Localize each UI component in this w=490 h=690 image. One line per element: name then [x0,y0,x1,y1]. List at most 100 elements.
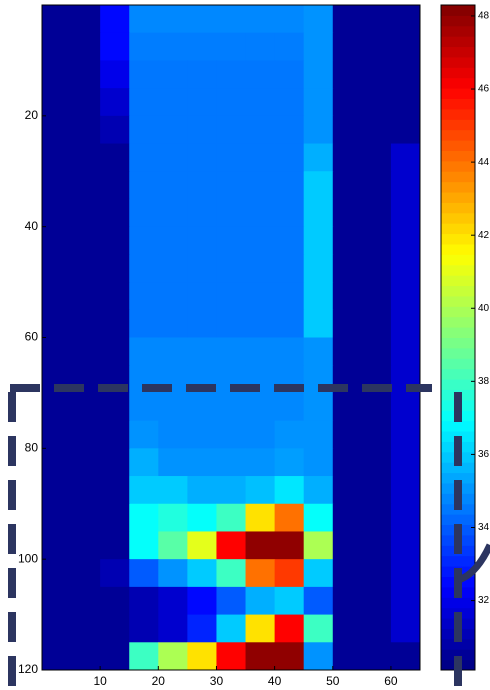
heatmap-cell [216,392,247,422]
heatmap-cell [100,198,130,228]
heatmap-cell [245,531,276,560]
heatmap-cell [100,282,130,311]
heatmap-cell [187,115,217,145]
heatmap-cell [42,5,72,34]
heatmap-cell [100,420,130,449]
heatmap-cell [274,282,305,311]
heatmap-cell [245,337,276,366]
heatmap-cell [71,614,101,643]
heatmap-cell [303,5,334,34]
heatmap-cell [390,642,421,671]
heatmap-cell [274,32,305,61]
heatmap-cell [187,32,217,61]
heatmap [42,5,421,671]
colorbar-swatch [441,472,475,484]
heatmap-cell [361,559,392,588]
heatmap-cell [361,171,392,200]
heatmap-cell [129,115,159,145]
y-tick-label: 80 [25,441,39,455]
heatmap-cell [129,642,159,671]
heatmap-cell [390,420,421,449]
heatmap-cell [187,226,217,255]
heatmap-cell [216,226,247,255]
heatmap-cell [361,392,392,422]
heatmap-cell [245,559,276,588]
heatmap-cell [332,88,363,117]
colorbar-swatch [441,36,475,48]
heatmap-cell [245,32,276,61]
heatmap-cell [361,614,392,643]
heatmap-cell [129,559,159,588]
heatmap-cell [361,254,392,283]
heatmap-cell [100,586,130,616]
heatmap-cell [129,337,159,366]
y-tick-label: 40 [25,219,39,233]
colorbar-swatch [441,67,475,79]
heatmap-cell [274,226,305,255]
heatmap-cell [390,448,421,477]
heatmap-cell [100,60,130,89]
heatmap-cell [303,448,334,477]
heatmap-cell [390,143,421,172]
x-tick-label: 40 [268,674,282,688]
heatmap-cell [303,88,334,117]
x-tick-label: 60 [384,674,398,688]
colorbar-swatch [441,140,475,151]
heatmap-cell [129,476,159,505]
heatmap-cell [100,5,130,34]
heatmap-cell [158,5,188,34]
heatmap-cell [100,614,130,643]
heatmap-cell [303,171,334,200]
heatmap-cell [245,60,276,89]
heatmap-cell [361,5,392,34]
heatmap-cell [187,420,217,449]
heatmap-cell [71,198,101,228]
heatmap-cell [332,392,363,422]
colorbar-swatch [441,77,475,89]
colorbar-swatch [441,150,475,162]
annotation-overlay [8,384,490,690]
heatmap-cell [71,586,101,616]
heatmap-cell [390,115,421,145]
heatmap-cell [71,115,101,145]
heatmap-cell [245,392,276,422]
heatmap-cell [216,531,247,560]
heatmap-cell [129,198,159,228]
heatmap-cell [390,226,421,255]
y-tick-label: 120 [18,662,38,676]
heatmap-cell [390,531,421,560]
heatmap-cell [390,392,421,422]
heatmap-cell [216,614,247,643]
heatmap-cell [390,198,421,228]
colorbar-swatch [441,192,475,203]
heatmap-cell [361,309,392,338]
heatmap-cell [361,115,392,145]
heatmap-cell [303,586,334,616]
heatmap-cell [274,531,305,560]
heatmap-cell [71,448,101,477]
heatmap-cell [390,171,421,200]
heatmap-cell [100,503,130,532]
heatmap-cell [42,614,72,643]
heatmap-cell [274,143,305,172]
heatmap-cell [274,642,305,671]
x-tick-label: 10 [93,674,107,688]
heatmap-cell [361,143,392,172]
heatmap-cell [303,226,334,255]
heatmap-cell [129,60,159,89]
heatmap-cell [390,337,421,366]
heatmap-cell [187,586,217,616]
colorbar-tick-label: 46 [478,84,490,95]
heatmap-cell [332,171,363,200]
heatmap-cell [100,531,130,560]
colorbar-swatch [441,514,475,526]
heatmap-cell [71,32,101,61]
heatmap-cell [187,559,217,588]
heatmap-cell [42,88,72,117]
heatmap-cell [129,254,159,283]
heatmap-cell [303,614,334,643]
heatmap-cell [187,198,217,228]
heatmap-cell [390,586,421,616]
heatmap-cell [361,448,392,477]
heatmap-cell [71,392,101,422]
